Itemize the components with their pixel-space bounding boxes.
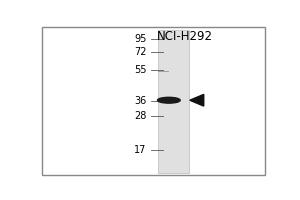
Text: NCI-H292: NCI-H292: [157, 30, 213, 43]
Text: 55: 55: [134, 65, 147, 75]
Bar: [158, 30, 189, 173]
Text: 28: 28: [134, 111, 147, 121]
Text: 17: 17: [134, 145, 147, 155]
Text: 36: 36: [134, 96, 147, 106]
Text: 95: 95: [134, 34, 147, 44]
Text: 72: 72: [134, 47, 147, 57]
Polygon shape: [190, 94, 204, 106]
Ellipse shape: [158, 97, 180, 103]
